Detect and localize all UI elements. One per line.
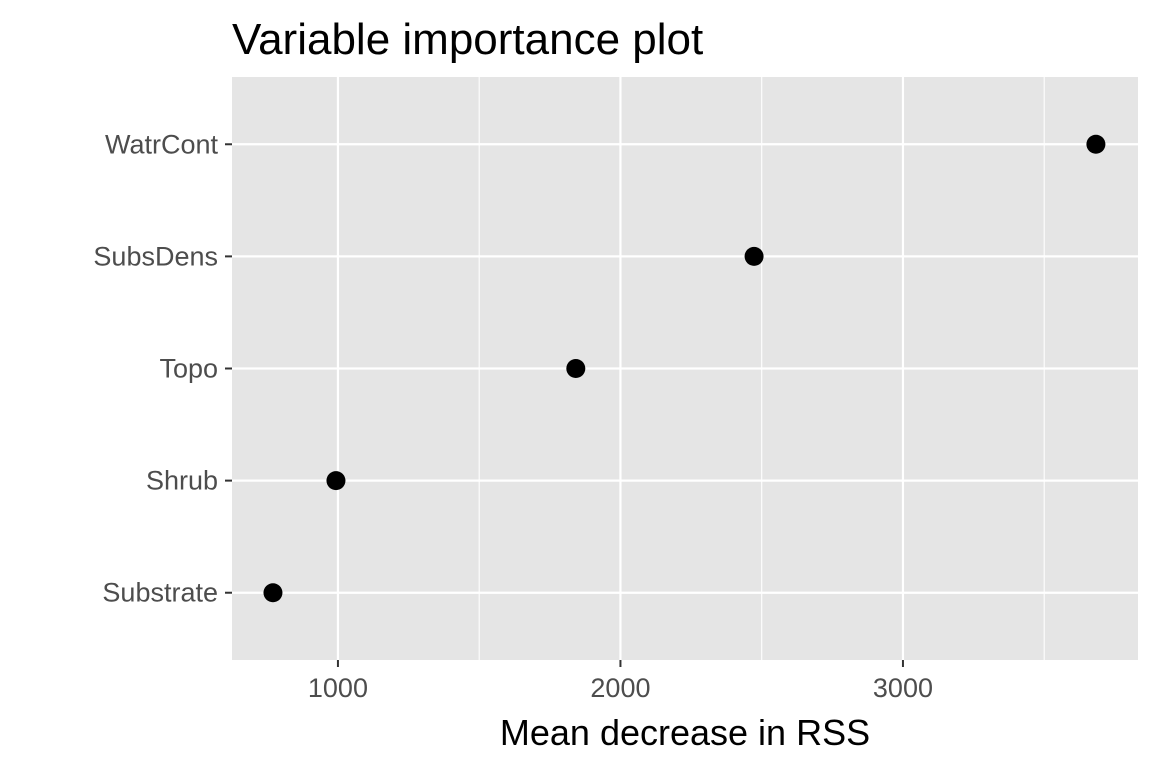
data-point-shrub xyxy=(326,471,346,491)
y-tick-label: Substrate xyxy=(102,578,218,608)
data-points xyxy=(263,134,1106,603)
data-point-subsdens xyxy=(744,246,764,266)
data-point-substrate xyxy=(263,583,283,603)
y-tick-label: Shrub xyxy=(146,466,218,496)
y-tick-label: WatrCont xyxy=(105,129,219,159)
chart-title: Variable importance plot xyxy=(232,15,703,64)
y-axis: Substrate Shrub Topo SubsDens WatrCont xyxy=(93,129,232,608)
grid-lines xyxy=(232,77,1138,660)
x-tick-label: 2000 xyxy=(590,673,650,703)
x-tick-label: 1000 xyxy=(308,673,368,703)
data-point-watrcont xyxy=(1086,134,1106,154)
y-tick-label: SubsDens xyxy=(93,241,218,271)
data-point-topo xyxy=(566,359,586,378)
x-axis: 1000 2000 3000 xyxy=(308,660,933,703)
y-tick-label: Topo xyxy=(159,354,218,384)
x-axis-label: Mean decrease in RSS xyxy=(500,712,870,753)
x-tick-label: 3000 xyxy=(873,673,933,703)
